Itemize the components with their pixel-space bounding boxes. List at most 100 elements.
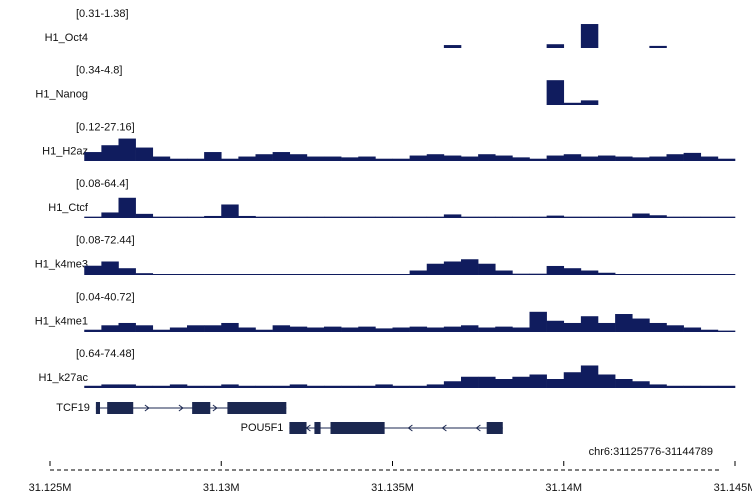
signal-bar [598,374,616,388]
signal-bar [324,326,342,332]
signal-bar [649,45,667,48]
signal-bar [512,216,530,218]
signal-bar [169,327,188,332]
signal-bar [118,384,136,388]
signal-bar [341,274,359,275]
track-range: [0.64-74.48] [76,348,135,360]
signal-bar [598,216,616,218]
signal-bar [84,216,102,218]
signal-bar [135,385,154,388]
signal-bar [495,379,513,388]
signal-bar [649,215,667,218]
signal-bar [289,384,308,388]
signal-bar [169,274,188,275]
signal-bar [563,102,582,105]
signal-bar [221,274,239,275]
track-range: [0.31-1.38] [76,8,129,20]
signal-bar [632,274,650,275]
signal-bar [409,155,428,161]
signal-bar [478,154,496,161]
track-range: [0.04-40.72] [76,291,135,303]
signal-bar [238,385,256,388]
signal-bar [580,270,599,275]
signal-bar [632,318,650,332]
signal-bar [169,216,188,218]
signal-bar [478,327,496,332]
signal-bar [546,265,565,275]
signal-bar [426,154,445,161]
signal-bar [461,156,479,161]
signal-bar [443,45,462,48]
signal-bar [101,384,119,388]
signal-bar [152,156,171,161]
signal-bar [683,216,702,218]
x-tick-label: 31.14M [545,482,582,494]
signal-bar [118,322,136,332]
signal-bar [375,158,393,161]
signal-bar [409,385,428,388]
signal-bar [272,325,291,332]
signal-bar [512,376,530,388]
track-range: [0.34-4.8] [76,65,122,77]
exon [289,422,307,434]
exon [227,402,287,414]
signal-bar [306,274,325,275]
signal-bar [478,263,496,275]
exon [107,402,134,414]
signal-bar [700,329,719,332]
strand-arrow [441,424,447,432]
signal-bar [426,263,445,275]
signal-bar [683,152,702,161]
signal-bar [272,216,291,218]
signal-bar [358,385,376,388]
signal-bar [84,152,102,161]
signal-bar [204,274,222,275]
signal-bar [461,216,479,218]
signal-bar [580,365,599,388]
gene-name: TCF19 [56,402,90,414]
strand-arrow [475,424,481,432]
signal-bar [546,215,565,218]
signal-bar [409,270,428,275]
signal-bar [187,274,205,275]
signal-bar [529,374,547,388]
signal-bar [426,327,445,332]
signal-bar [341,157,359,161]
signal-bar [717,385,736,388]
signal-bar [289,216,308,218]
signal-bar [204,215,222,218]
signal-bar [563,216,582,218]
signal-bar [324,156,342,161]
signal-bar [598,322,616,332]
signal-bar [598,272,616,275]
signal-bar [717,274,736,275]
strand-arrow [144,404,150,412]
signal-bar [255,216,273,218]
signal-bar [615,216,633,218]
signal-bar [580,316,599,332]
signal-bar [358,326,376,332]
signal-bar [255,329,273,332]
track-range: [0.12-27.16] [76,121,135,133]
signal-bar [546,320,565,332]
exon [192,402,211,414]
signal-bar [169,158,188,161]
signal-bar [563,154,582,161]
signal-bar [204,325,222,332]
signal-bar [580,24,599,48]
signal-bar [375,328,393,332]
signal-bar [546,379,565,388]
signal-bar [392,216,410,218]
signal-bar [324,385,342,388]
signal-bar [187,158,205,161]
signal-bar [495,326,513,332]
track-name: H1_Oct4 [45,32,88,44]
signal-bar [289,154,308,161]
x-tick-label: 31.13M [203,482,240,494]
signal-bar [84,329,102,332]
signal-bar [187,385,205,388]
signal-bar [478,376,496,388]
signal-bar [495,216,513,218]
signal-bar [238,327,256,332]
track-name: H1_k4me1 [35,315,88,327]
